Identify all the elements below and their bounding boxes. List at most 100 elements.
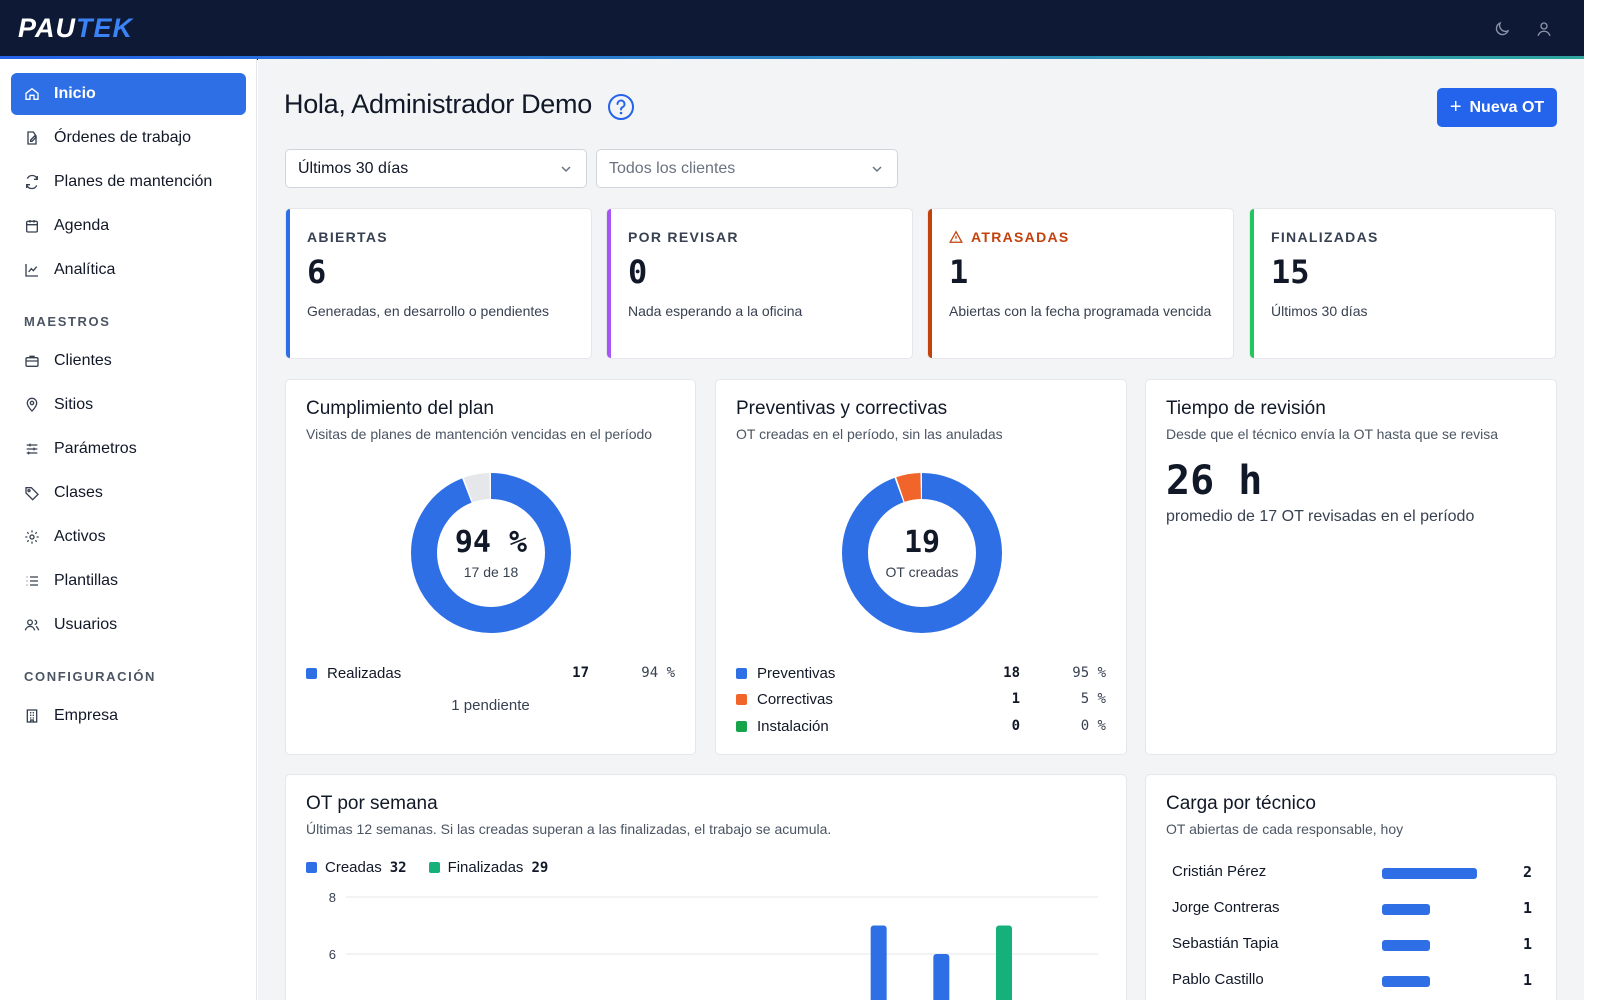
line-chart-icon — [25, 264, 38, 277]
tech-row[interactable]: Cristián Pérez 2 — [1172, 863, 1532, 883]
plus-icon: + — [1449, 96, 1462, 118]
kpi-card-finalizadas[interactable]: FINALIZADAS 15 Últimos 30 días — [1249, 208, 1556, 359]
bar-creadas-week-9[interactable] — [933, 954, 950, 1000]
sidebar-item-inicio[interactable]: Inicio — [11, 73, 246, 115]
weekly-chart-card: OT por semana Últimas 12 semanas. Si las… — [285, 774, 1127, 1000]
legend-swatch — [736, 720, 747, 732]
tech-name: Pablo Castillo — [1172, 971, 1264, 988]
sidebar-item-label: Empresa — [54, 707, 119, 724]
sidebar-item-label: Clases — [54, 484, 103, 501]
kpi-value: 15 — [1271, 253, 1310, 291]
client-select[interactable]: Todos los clientes — [596, 149, 898, 188]
card-subtitle: OT abiertas de cada responsable, hoy — [1166, 821, 1404, 837]
sidebar-item-label: Analítica — [54, 261, 116, 278]
section-label-configuracion: CONFIGURACIÓN — [24, 669, 157, 684]
legend-swatch — [736, 693, 747, 705]
tech-row[interactable]: Pablo Castillo 1 — [1172, 971, 1532, 991]
sidebar-item-usuarios[interactable]: Usuarios — [11, 604, 246, 646]
sidebar-item-ordenes[interactable]: Órdenes de trabajo — [11, 117, 246, 159]
card-subtitle: OT creadas en el período, sin las anulad… — [736, 426, 1003, 442]
legend-label: Preventivas — [757, 664, 836, 682]
tech-name: Cristián Pérez — [1172, 863, 1267, 880]
kpi-label: ATRASADAS — [971, 229, 1070, 245]
card-title: Preventivas y correctivas — [736, 398, 948, 419]
briefcase-icon — [25, 355, 39, 367]
page-title: Hola, Administrador Demo — [284, 89, 592, 119]
plan-donut-chart — [411, 473, 571, 633]
sidebar-item-activos[interactable]: Activos — [11, 516, 246, 558]
review-time-description: promedio de 17 OT revisadas en el períod… — [1166, 508, 1475, 525]
warning-icon — [949, 230, 963, 243]
sidebar-item-analitica[interactable]: Analítica — [11, 249, 246, 291]
map-pin-icon — [26, 397, 38, 412]
sidebar-item-clases[interactable]: Clases — [11, 472, 246, 514]
sidebar-item-clientes[interactable]: Clientes — [11, 340, 246, 382]
kpi-description: Últimos 30 días — [1271, 303, 1368, 319]
sidebar-item-label: Parámetros — [54, 440, 137, 457]
sidebar-item-label: Clientes — [54, 352, 112, 369]
kpi-description: Nada esperando a la oficina — [628, 303, 803, 319]
building-icon — [26, 709, 38, 723]
calendar-icon — [26, 220, 38, 233]
home-icon — [25, 87, 39, 100]
new-ot-label: Nueva OT — [1469, 98, 1545, 116]
chart-legend: Creadas 32 Finalizadas 29 — [306, 859, 570, 876]
pautek-logo[interactable]: PAUTEK — [18, 13, 133, 44]
list-icon — [26, 576, 38, 586]
sidebar-item-plantillas[interactable]: Plantillas — [11, 560, 246, 602]
card-subtitle: Visitas de planes de mantención vencidas… — [306, 426, 653, 442]
legend-percent: 95 % — [1072, 665, 1106, 681]
help-icon[interactable] — [607, 93, 635, 121]
bar-finalizadas-week-10[interactable] — [996, 925, 1012, 1000]
types-card: Preventivas y correctivas OT creadas en … — [715, 379, 1127, 755]
plan-percent: 94 % — [454, 525, 528, 560]
refresh-icon — [26, 174, 38, 190]
kpi-accent-bar — [607, 209, 611, 358]
sidebar-item-label: Agenda — [54, 217, 110, 234]
y-tick-label: 8 — [329, 890, 336, 905]
bar-creadas-week-8[interactable] — [870, 925, 887, 1000]
card-title: Cumplimiento del plan — [306, 398, 494, 419]
logo-part-1: PAU — [18, 13, 77, 43]
card-title: Tiempo de revisión — [1166, 398, 1326, 419]
kpi-card-por-revisar[interactable]: POR REVISAR 0 Nada esperando a la oficin… — [606, 208, 913, 359]
client-select-value: Todos los clientes — [609, 159, 736, 177]
moon-icon[interactable] — [1493, 20, 1511, 38]
legend-percent: 5 % — [1080, 691, 1106, 707]
tech-row[interactable]: Sebastián Tapia 1 — [1172, 935, 1532, 955]
sidebar-item-label: Plantillas — [54, 572, 119, 589]
tech-name: Jorge Contreras — [1172, 899, 1280, 916]
new-ot-button[interactable]: + Nueva OT — [1437, 88, 1557, 127]
legend-swatch-creadas — [306, 862, 317, 873]
card-title: Carga por técnico — [1166, 793, 1316, 814]
sidebar-item-label: Activos — [54, 528, 106, 545]
users-icon — [24, 619, 40, 631]
legend-row-preventivas: Preventivas 18 95 % — [736, 663, 1106, 683]
card-subtitle: Desde que el técnico envía la OT hasta q… — [1166, 426, 1499, 442]
kpi-accent-bar — [928, 209, 932, 358]
y-tick-label: 6 — [329, 947, 336, 962]
card-subtitle: Últimas 12 semanas. Si las creadas super… — [306, 821, 832, 837]
sidebar-item-agenda[interactable]: Agenda — [11, 205, 246, 247]
sidebar-item-label: Órdenes de trabajo — [54, 129, 191, 146]
tech-row[interactable]: Jorge Contreras 1 — [1172, 899, 1532, 919]
tech-load-card: Carga por técnico OT abiertas de cada re… — [1145, 774, 1557, 1000]
period-select[interactable]: Últimos 30 días — [285, 149, 587, 188]
kpi-card-abiertas[interactable]: ABIERTAS 6 Generadas, en desarrollo o pe… — [285, 208, 592, 359]
kpi-card-atrasadas[interactable]: ATRASADAS 1 Abiertas con la fecha progra… — [927, 208, 1234, 359]
review-time-value: 26 h — [1166, 458, 1263, 504]
user-icon[interactable] — [1535, 20, 1553, 38]
sidebar-item-sitios[interactable]: Sitios — [11, 384, 246, 426]
legend-swatch — [736, 667, 747, 679]
sidebar-item-label: Usuarios — [54, 616, 118, 633]
kpi-value: 1 — [949, 253, 969, 291]
sidebar-item-label: Inicio — [54, 85, 96, 102]
legend-total: 29 — [531, 859, 549, 876]
sliders-icon — [26, 443, 38, 455]
weekly-bar-chart: 8 6 — [329, 890, 1098, 1000]
legend-label: Correctivas — [757, 690, 833, 708]
sidebar-item-parametros[interactable]: Parámetros — [11, 428, 246, 470]
sidebar-item-empresa[interactable]: Empresa — [11, 695, 246, 737]
legend-label: Creadas — [325, 859, 382, 876]
sidebar-item-planes[interactable]: Planes de mantención — [11, 161, 246, 203]
